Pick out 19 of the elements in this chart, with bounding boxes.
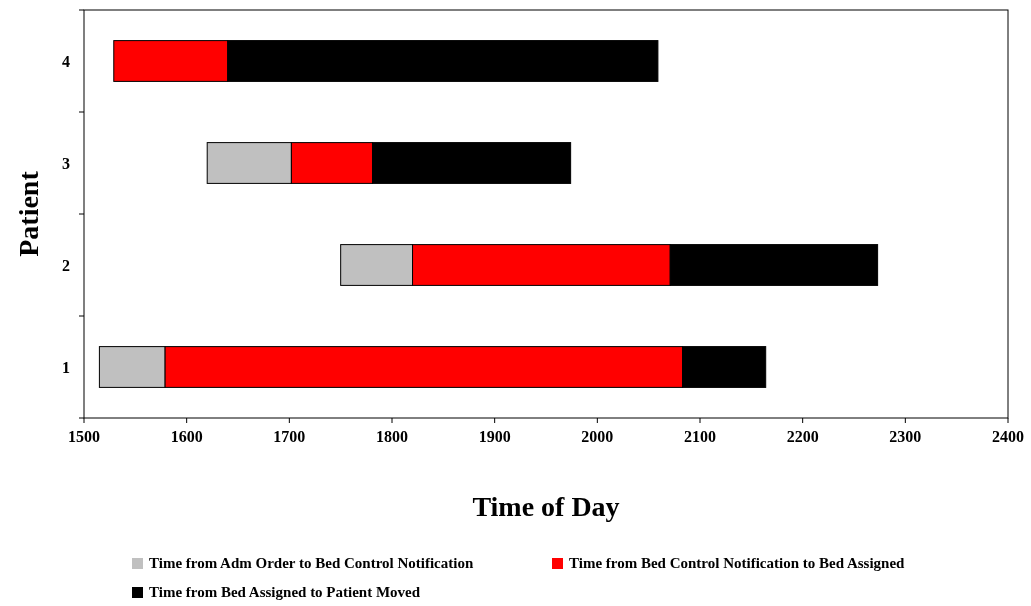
y-tick-label: 2: [62, 256, 70, 274]
x-tick-label: 2300: [889, 428, 922, 445]
y-axis-title: Patient: [13, 170, 44, 257]
x-tick-label: 1900: [478, 428, 511, 445]
x-tick-label: 1500: [68, 428, 100, 445]
x-tick-label: 2100: [684, 428, 716, 445]
x-tick-label: 1800: [376, 428, 408, 445]
x-tick-label: 2000: [581, 428, 614, 445]
legend-label: Time from Bed Assigned to Patient Moved: [149, 584, 421, 600]
y-tick-label: 1: [62, 358, 70, 376]
x-tick-label: 1600: [170, 428, 203, 445]
x-tick-label: 2400: [992, 428, 1024, 445]
y-tick-label: 3: [62, 154, 70, 172]
x-tick-label: 2200: [786, 428, 819, 445]
legend-label: Time from Adm Order to Bed Control Notification: [149, 555, 474, 571]
legend-label: Time from Bed Control Notification to Bed Assigned: [569, 555, 906, 571]
x-tick-label: 1700: [273, 428, 306, 445]
x-axis-title: Time of Day: [472, 491, 620, 522]
y-tick-label: 4: [62, 52, 70, 70]
